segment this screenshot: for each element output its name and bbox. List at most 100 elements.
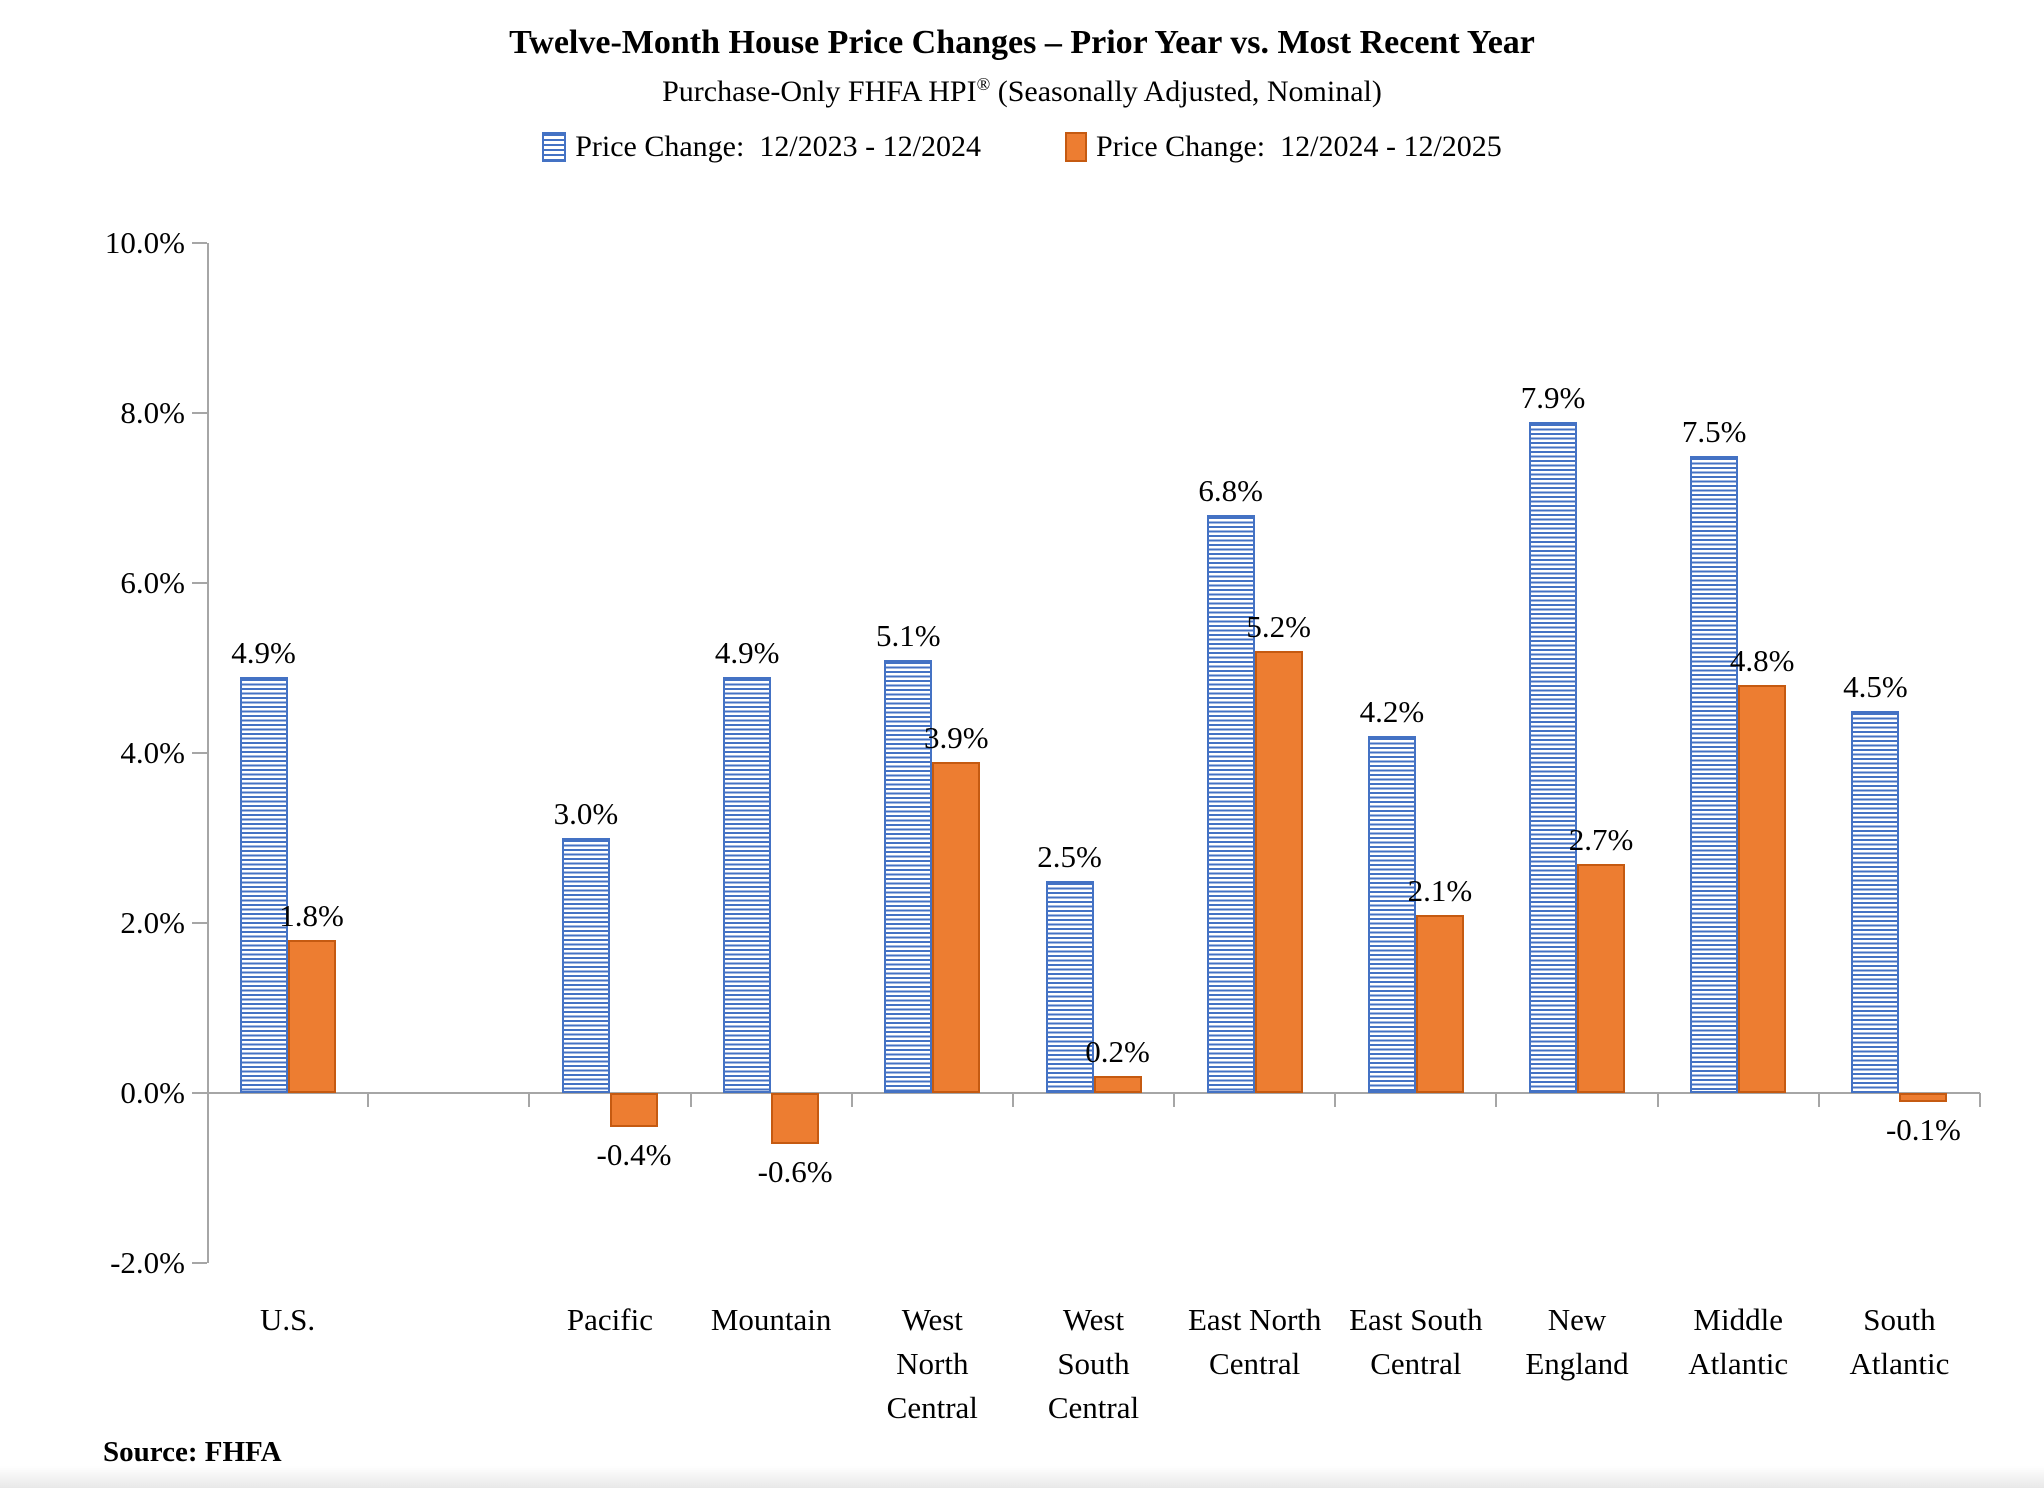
category-label-east-north-central: East North Central xyxy=(1174,1298,1335,1386)
chart-subtitle: Purchase-Only FHFA HPI® (Seasonally Adju… xyxy=(0,64,2044,112)
bar-east-north-central-series-1 xyxy=(1206,515,1255,1093)
category-label-line: Atlantic xyxy=(1849,1346,1950,1381)
category-label-line: Atlantic xyxy=(1688,1346,1789,1381)
bar-east-south-central-series-2 xyxy=(1415,914,1464,1093)
y-axis-tick xyxy=(192,242,207,244)
category-label-middle-atlantic: Middle Atlantic xyxy=(1658,1298,1819,1386)
x-axis-tick xyxy=(1011,1093,1014,1107)
legend-label-recent-year: Price Change: 12/2024 - 12/2025 xyxy=(1096,130,1502,163)
bar-west-south-central-series-2 xyxy=(1093,1076,1142,1093)
category-label-east-south-central: East South Central xyxy=(1335,1298,1496,1386)
value-label-middle-atlantic-series-1: 7.5% xyxy=(1681,413,1747,449)
x-axis-tick xyxy=(1817,1093,1820,1107)
legend-label-prior-year: Price Change: 12/2023 - 12/2024 xyxy=(575,130,981,163)
legend-swatch-orange-solid-icon xyxy=(1065,132,1087,162)
value-label-west-north-central-series-1: 5.1% xyxy=(876,617,941,653)
bar-west-north-central-series-2 xyxy=(932,761,981,1093)
category-label-line: West xyxy=(901,1302,963,1337)
legend-item-prior-year: Price Change: 12/2023 - 12/2024 xyxy=(542,130,981,164)
x-axis-tick xyxy=(689,1093,692,1107)
category-label-new-england: New England xyxy=(1496,1298,1657,1386)
category-label-west-south-central: West South Central xyxy=(1013,1298,1174,1430)
y-tick-label: 0.0% xyxy=(120,1075,185,1110)
category-label-line: Pacific xyxy=(566,1302,653,1337)
category-label-south-atlantic: South Atlantic xyxy=(1819,1298,1980,1386)
bar-mountain-series-1 xyxy=(723,676,772,1093)
bar-us-series-1 xyxy=(239,676,288,1093)
category-label-line: Central xyxy=(1370,1346,1462,1381)
y-axis-tick xyxy=(192,412,207,414)
bar-new-england-series-1 xyxy=(1529,421,1578,1093)
x-axis-tick xyxy=(1979,1093,1981,1107)
category-label-mountain: Mountain xyxy=(691,1298,852,1342)
x-axis-line xyxy=(207,1092,1980,1094)
value-label-east-north-central-series-1: 6.8% xyxy=(1198,473,1263,508)
category-label-line: Mountain xyxy=(710,1302,832,1337)
y-axis-tick xyxy=(192,752,207,754)
x-axis-tick xyxy=(1334,1093,1337,1107)
value-label-mountain-series-2: -0.6% xyxy=(757,1154,833,1189)
value-label-us-series-2: 1.8% xyxy=(279,898,344,933)
category-label-line: Middle xyxy=(1693,1302,1783,1337)
bar-middle-atlantic-series-2 xyxy=(1738,685,1787,1093)
category-label-line: East South xyxy=(1349,1302,1483,1337)
category-label-line: South xyxy=(1057,1346,1130,1381)
value-label-south-atlantic-series-2: -0.1% xyxy=(1885,1111,1961,1147)
y-axis-tick xyxy=(192,1262,207,1264)
legend-swatch-blue-striped-icon xyxy=(542,132,567,162)
value-label-south-atlantic-series-1: 4.5% xyxy=(1843,668,1908,704)
value-label-middle-atlantic-series-2: 4.8% xyxy=(1729,643,1795,678)
value-label-east-south-central-series-2: 2.1% xyxy=(1407,872,1473,908)
legend: Price Change: 12/2023 - 12/2024 Price Ch… xyxy=(0,130,2044,164)
x-axis-tick xyxy=(528,1093,531,1107)
registered-trademark-symbol: ® xyxy=(976,74,991,94)
value-label-new-england-series-2: 2.7% xyxy=(1568,821,1634,857)
bar-new-england-series-2 xyxy=(1577,863,1626,1093)
value-label-west-north-central-series-2: 3.9% xyxy=(924,719,989,755)
value-label-west-south-central-series-1: 2.5% xyxy=(1037,838,1102,874)
x-axis-tick xyxy=(850,1093,853,1107)
category-label-us: U.S. xyxy=(207,1298,368,1342)
value-label-new-england-series-1: 7.9% xyxy=(1520,379,1586,415)
bar-west-north-central-series-1 xyxy=(884,659,933,1093)
subtitle-text: Purchase-Only FHFA HPI xyxy=(662,75,977,108)
bar-south-atlantic-series-1 xyxy=(1851,710,1900,1093)
value-label-us-series-1: 4.9% xyxy=(231,634,296,670)
x-axis-tick xyxy=(367,1093,370,1107)
source-note: Source: FHFA xyxy=(103,1436,282,1468)
value-label-east-north-central-series-2: 5.2% xyxy=(1246,609,1311,644)
bar-west-south-central-series-1 xyxy=(1045,880,1094,1093)
chart-title: Twelve-Month House Price Changes – Prior… xyxy=(509,24,1535,61)
bar-pacific-series-1 xyxy=(561,838,610,1093)
category-label-pacific: Pacific xyxy=(529,1298,690,1342)
bar-east-south-central-series-1 xyxy=(1367,736,1416,1093)
x-axis-tick xyxy=(1173,1093,1176,1107)
value-label-east-south-central-series-1: 4.2% xyxy=(1359,694,1425,729)
category-label-line: South xyxy=(1863,1302,1936,1337)
bar-south-atlantic-series-2 xyxy=(1899,1093,1948,1102)
y-axis-tick xyxy=(192,922,207,924)
window-bottom-edge xyxy=(0,1466,2044,1488)
bar-pacific-series-2 xyxy=(609,1093,658,1127)
category-label-line: England xyxy=(1525,1346,1629,1381)
y-axis-tick xyxy=(192,1092,207,1094)
y-tick-label: 6.0% xyxy=(120,565,185,600)
category-label-west-north-central: West North Central xyxy=(852,1298,1013,1430)
category-label-line: U.S. xyxy=(260,1302,316,1337)
y-tick-label: 10.0% xyxy=(104,225,185,260)
category-label-line: East North xyxy=(1187,1302,1322,1337)
value-label-west-south-central-series-2: 0.2% xyxy=(1085,1034,1150,1069)
y-tick-label: -2.0% xyxy=(110,1245,185,1280)
category-label-line: North xyxy=(896,1346,969,1381)
category-label-line: Central xyxy=(886,1390,978,1425)
value-label-mountain-series-1: 4.9% xyxy=(714,634,780,670)
bar-east-north-central-series-2 xyxy=(1254,651,1303,1093)
bar-middle-atlantic-series-1 xyxy=(1690,455,1739,1093)
subtitle-text-paren: (Seasonally Adjusted, Nominal) xyxy=(990,75,1382,108)
category-label-line: New xyxy=(1547,1302,1607,1337)
value-label-pacific-series-1: 3.0% xyxy=(553,796,619,831)
category-label-line: Central xyxy=(1209,1346,1301,1381)
category-label-line: Central xyxy=(1047,1390,1140,1425)
value-label-pacific-series-2: -0.4% xyxy=(596,1137,672,1172)
